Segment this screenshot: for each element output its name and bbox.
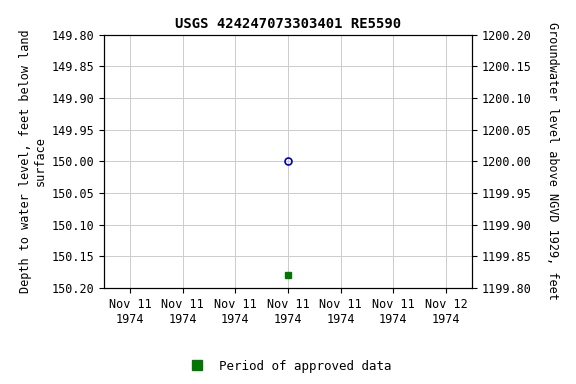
Y-axis label: Groundwater level above NGVD 1929, feet: Groundwater level above NGVD 1929, feet xyxy=(546,22,559,300)
Y-axis label: Depth to water level, feet below land
surface: Depth to water level, feet below land su… xyxy=(19,30,47,293)
Legend: Period of approved data: Period of approved data xyxy=(179,355,397,378)
Title: USGS 424247073303401 RE5590: USGS 424247073303401 RE5590 xyxy=(175,17,401,31)
